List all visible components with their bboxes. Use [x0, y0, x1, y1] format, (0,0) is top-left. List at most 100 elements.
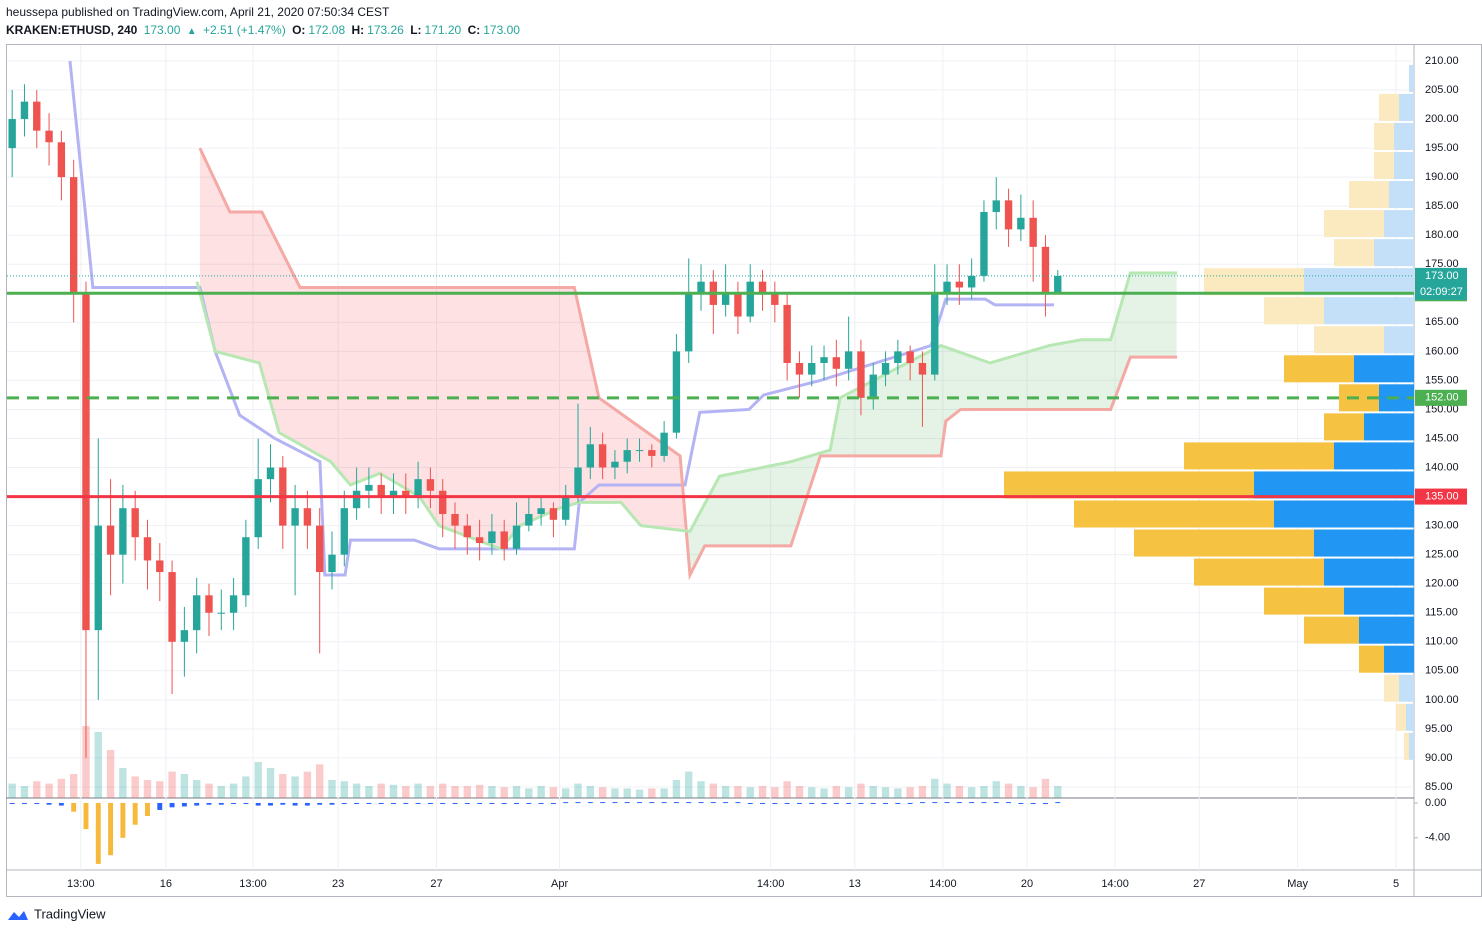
profile-down	[1184, 442, 1334, 470]
candle-body	[1017, 217, 1025, 230]
volume-bar	[328, 780, 336, 798]
o: 172.08	[308, 23, 346, 37]
candle-body	[451, 513, 459, 526]
profile-up	[1394, 122, 1414, 150]
volume-bar	[1029, 787, 1037, 798]
candle-body	[869, 374, 877, 398]
osc-bar	[415, 802, 421, 804]
profile-down	[1324, 210, 1384, 238]
candle-body	[980, 211, 988, 276]
osc-tick-label: -4.00	[1425, 832, 1450, 844]
volume-bar	[143, 780, 152, 798]
y-tick-label: 195.00	[1425, 142, 1459, 154]
osc-bar	[796, 802, 802, 804]
volume-bar	[734, 786, 742, 798]
profile-up	[1354, 355, 1414, 383]
volume-bar	[574, 783, 582, 798]
volume-bar	[156, 781, 164, 798]
candle-body	[598, 444, 607, 468]
osc-bar	[206, 802, 212, 805]
osc-bar	[71, 802, 77, 812]
change: +2.51 (+1.47%)	[203, 23, 286, 37]
volume-bar	[537, 786, 545, 798]
candle-body	[328, 554, 336, 573]
volume-bar	[451, 786, 459, 798]
osc-bar	[489, 802, 495, 804]
volume-bar	[291, 776, 299, 798]
y-tick-label: 130.00	[1425, 520, 1459, 532]
osc-bar	[698, 802, 704, 804]
volume-bar	[980, 786, 988, 798]
candle-body	[94, 525, 102, 631]
volume-bar	[955, 786, 964, 798]
candle-body	[1004, 200, 1013, 230]
volume-bar	[820, 788, 828, 798]
osc-bar	[735, 802, 741, 804]
candle-body	[746, 281, 754, 317]
osc-bar	[108, 802, 114, 856]
osc-bar	[366, 802, 372, 804]
y-tick-label: 125.00	[1425, 549, 1459, 561]
osc-bar	[22, 802, 27, 804]
osc-bar	[575, 802, 581, 804]
candle-body	[488, 531, 496, 544]
candle-body	[562, 496, 570, 520]
candle-body	[475, 537, 484, 544]
profile-up	[1364, 413, 1414, 441]
osc-bar	[132, 802, 138, 825]
candle-body	[574, 467, 582, 497]
volume-bar	[254, 762, 262, 798]
profile-down	[1384, 674, 1399, 702]
profile-up	[1324, 297, 1414, 325]
osc-bar	[120, 802, 126, 838]
volume-bar	[352, 783, 361, 798]
osc-bar	[268, 802, 273, 806]
osc-bar	[514, 802, 519, 804]
profile-down	[1304, 616, 1359, 644]
symbol: KRAKEN:ETHUSD, 240	[6, 23, 138, 37]
osc-bar	[378, 802, 384, 804]
volume-bar	[586, 786, 595, 798]
profile-up	[1399, 93, 1414, 121]
candle-body	[832, 357, 841, 369]
candle-body	[734, 293, 742, 317]
profile-down	[1314, 326, 1384, 354]
price-tag	[1415, 267, 1467, 300]
volume-bar	[512, 786, 521, 798]
y-tick-label: 190.00	[1425, 171, 1459, 183]
profile-down	[1194, 558, 1324, 586]
volume-bar	[82, 726, 90, 798]
osc-bar	[145, 802, 150, 817]
candle-body	[586, 444, 595, 468]
cloud	[687, 272, 1177, 574]
volume-bar	[475, 784, 484, 798]
volume-bar	[488, 786, 496, 798]
x-tick-label: Apr	[551, 878, 568, 890]
volume-bar	[857, 783, 865, 798]
volume-bar	[426, 786, 435, 798]
candle-body	[500, 531, 508, 549]
candle-body	[45, 130, 53, 143]
osc-bar	[760, 802, 765, 804]
profile-up	[1406, 703, 1414, 731]
candle-body	[316, 525, 324, 573]
profile-down	[1134, 529, 1314, 557]
osc-bar	[354, 802, 360, 804]
osc-bar	[440, 802, 446, 804]
osc-bar	[243, 802, 249, 804]
volume-bar	[500, 787, 508, 798]
candle-body	[402, 490, 410, 497]
candle-body	[20, 101, 29, 120]
symbol-line: KRAKEN:ETHUSD, 240 173.00 ▲ +2.51 (+1.47…	[6, 23, 523, 37]
candle-body	[291, 508, 299, 526]
candle-body	[894, 351, 902, 363]
osc-bar	[624, 802, 630, 804]
profile-down	[1004, 471, 1254, 499]
osc-bar	[673, 802, 679, 804]
volume-bar	[180, 774, 189, 798]
osc-bar	[772, 802, 778, 804]
volume-bar	[463, 786, 471, 798]
osc-bar	[1018, 802, 1024, 804]
osc-bar	[944, 802, 950, 804]
